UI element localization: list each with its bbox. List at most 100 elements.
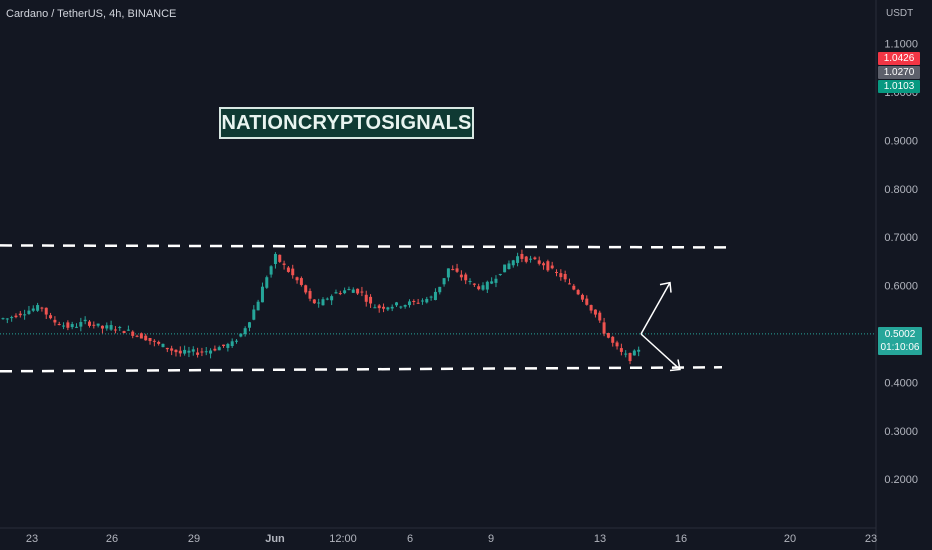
- y-tick-label: 0.3000: [884, 426, 918, 438]
- candle-body: [386, 307, 390, 310]
- candle-body: [606, 333, 610, 338]
- candle-body: [152, 340, 156, 342]
- candle-body: [235, 340, 239, 342]
- candle-body: [183, 349, 187, 354]
- current-price-tag: 0.5002 01:10:06: [878, 327, 922, 355]
- candle-body: [79, 322, 83, 327]
- candle-body: [438, 286, 442, 293]
- candle-body: [70, 324, 74, 328]
- candle-body: [321, 299, 325, 306]
- candle-body: [170, 348, 174, 351]
- candle-body: [546, 261, 550, 271]
- candle-body: [472, 283, 476, 285]
- candle-body: [498, 273, 502, 276]
- candle-body: [291, 268, 295, 276]
- candle-body: [585, 298, 589, 305]
- candle-body: [278, 254, 282, 262]
- candle-body: [75, 326, 79, 328]
- currency-label: USDT: [886, 8, 914, 19]
- candle-body: [204, 351, 208, 353]
- candle-body: [148, 337, 152, 342]
- candle-body: [563, 273, 567, 280]
- chart-title: Cardano / TetherUS, 4h, BINANCE: [6, 8, 177, 20]
- candle-body: [53, 319, 57, 323]
- candle-body: [1, 318, 5, 320]
- candle-body: [308, 290, 312, 299]
- candle-body: [126, 329, 130, 331]
- candle-body: [14, 315, 18, 318]
- candle-body: [455, 268, 459, 272]
- candle-body: [191, 349, 195, 352]
- candle-body: [31, 308, 35, 311]
- y-tick-label: 0.4000: [884, 377, 918, 389]
- candle-body: [351, 289, 355, 293]
- x-tick-label: 26: [106, 533, 118, 545]
- candle-body: [477, 286, 481, 290]
- candle-body: [122, 331, 126, 334]
- candle-body: [87, 321, 91, 326]
- y-tick-label: 0.2000: [884, 474, 918, 486]
- candle-body: [516, 256, 520, 263]
- candle-body: [330, 296, 334, 301]
- candle-body: [542, 263, 546, 266]
- candle-body: [196, 352, 200, 355]
- candle-body: [135, 335, 139, 337]
- candle-body: [369, 296, 373, 304]
- x-tick-label: 23: [26, 533, 38, 545]
- candle-body: [593, 309, 597, 315]
- candle-body: [57, 324, 61, 326]
- candle-body: [429, 296, 433, 298]
- candle-body: [109, 325, 113, 330]
- candle-body: [144, 335, 148, 341]
- x-tick-label: 20: [784, 533, 796, 545]
- candle-body: [66, 322, 70, 328]
- candle-body: [226, 343, 230, 348]
- candle-body: [364, 294, 368, 302]
- candle-body: [425, 298, 429, 303]
- candle-body: [187, 350, 191, 353]
- candle-body: [490, 281, 494, 284]
- candle-body: [420, 300, 424, 302]
- candle-body: [632, 350, 636, 356]
- candle-body: [576, 290, 580, 295]
- x-tick-label: 9: [488, 533, 494, 545]
- candle-body: [550, 265, 554, 269]
- candle-body: [412, 300, 416, 302]
- candle-body: [304, 285, 308, 293]
- x-tick-label: 6: [407, 533, 413, 545]
- candle-body: [481, 285, 485, 290]
- candle-body: [100, 325, 104, 329]
- candle-body: [200, 351, 204, 353]
- candle-body: [624, 353, 628, 355]
- candle-body: [511, 260, 515, 266]
- candle-body: [529, 258, 533, 260]
- bullish-arrowhead: [659, 281, 672, 293]
- candle-body: [334, 292, 338, 294]
- candle-body: [105, 325, 109, 329]
- candle-body: [356, 288, 360, 294]
- candle-body: [390, 306, 394, 309]
- candle-body: [598, 312, 602, 321]
- candle-body: [494, 278, 498, 283]
- candle-body: [382, 306, 386, 309]
- candle-body: [230, 341, 234, 347]
- candle-body: [628, 352, 632, 362]
- candle-body: [18, 313, 22, 316]
- bearish-arrowhead: [669, 359, 681, 372]
- support-level: [0, 366, 723, 373]
- candle-body: [602, 322, 606, 334]
- candle-body: [317, 302, 321, 304]
- candle-body: [338, 293, 342, 295]
- candle-body: [520, 253, 524, 259]
- candle-body: [537, 260, 541, 264]
- candle-body: [407, 301, 411, 306]
- bearish-arrow: [640, 333, 681, 371]
- candle-body: [524, 256, 528, 262]
- y-tick-label: 1.1000: [884, 39, 918, 51]
- candle-body: [118, 327, 122, 329]
- candle-body: [62, 325, 66, 327]
- candle-body: [611, 336, 615, 343]
- candle-body: [295, 277, 299, 281]
- candle-body: [299, 278, 303, 285]
